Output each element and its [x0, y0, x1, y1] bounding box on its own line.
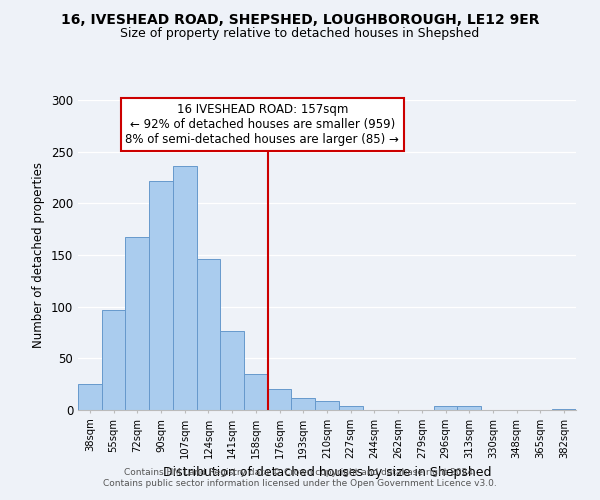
Bar — [78, 384, 102, 410]
Bar — [339, 406, 362, 410]
Bar — [125, 238, 149, 410]
Y-axis label: Number of detached properties: Number of detached properties — [32, 162, 46, 348]
Bar — [102, 310, 125, 410]
Bar — [457, 406, 481, 410]
Bar — [244, 374, 268, 410]
Text: 16, IVESHEAD ROAD, SHEPSHED, LOUGHBOROUGH, LE12 9ER: 16, IVESHEAD ROAD, SHEPSHED, LOUGHBOROUG… — [61, 12, 539, 26]
X-axis label: Distribution of detached houses by size in Shepshed: Distribution of detached houses by size … — [163, 466, 491, 479]
Bar — [197, 259, 220, 410]
Bar — [315, 400, 339, 410]
Text: Contains HM Land Registry data © Crown copyright and database right 2024.
Contai: Contains HM Land Registry data © Crown c… — [103, 468, 497, 487]
Text: Size of property relative to detached houses in Shepshed: Size of property relative to detached ho… — [121, 28, 479, 40]
Bar — [220, 332, 244, 410]
Bar — [434, 406, 457, 410]
Bar — [149, 180, 173, 410]
Bar — [292, 398, 315, 410]
Bar — [552, 409, 576, 410]
Bar — [173, 166, 197, 410]
Bar — [268, 390, 292, 410]
Text: 16 IVESHEAD ROAD: 157sqm
← 92% of detached houses are smaller (959)
8% of semi-d: 16 IVESHEAD ROAD: 157sqm ← 92% of detach… — [125, 103, 399, 146]
